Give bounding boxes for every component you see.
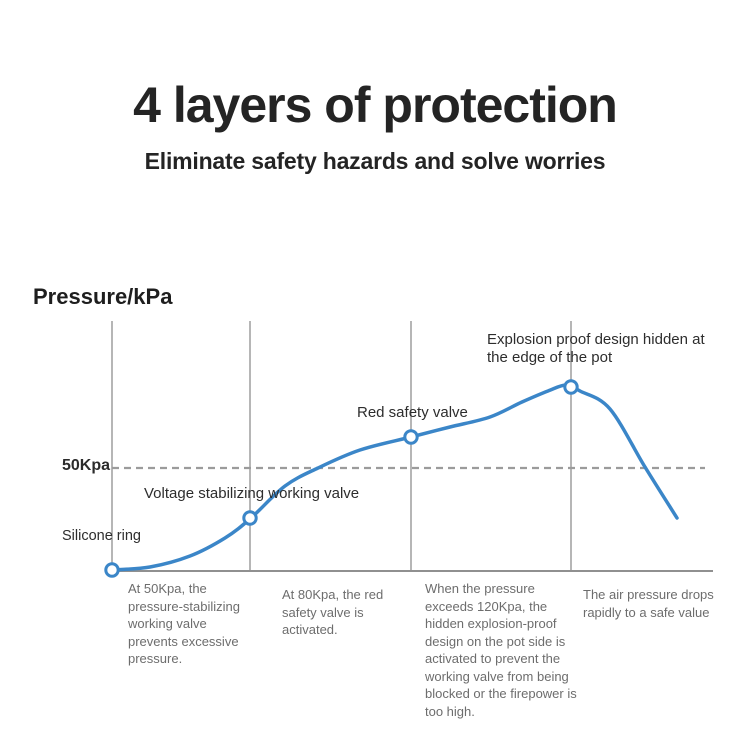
footnote-stage-2: At 80Kpa, the red safety valve is activa… bbox=[282, 587, 384, 637]
point-label-silicone-ring: Silicone ring bbox=[62, 528, 141, 544]
y-axis-title: Pressure/kPa bbox=[33, 284, 173, 309]
curve-marker-icon bbox=[403, 429, 419, 445]
point-label-working-valve: Voltage stabilizing working valve bbox=[144, 485, 360, 502]
curve-marker-icon bbox=[242, 510, 258, 526]
footnote-stage-3: When the pressure exceeds 120Kpa, the hi… bbox=[425, 581, 577, 719]
footnote-stage-4: The air pressure drops rapidly to a safe… bbox=[583, 587, 714, 620]
footnote-stage-1: At 50Kpa, the pressure-stabilizing worki… bbox=[128, 581, 240, 666]
threshold-label-50kpa: 50Kpa bbox=[62, 457, 111, 474]
page-title: 4 layers of protection bbox=[133, 77, 618, 133]
point-label-red-safety-valve: Red safety valve bbox=[357, 404, 468, 421]
page-subtitle: Eliminate safety hazards and solve worri… bbox=[144, 148, 606, 174]
pressure-curve bbox=[110, 383, 679, 572]
curve-marker-icon bbox=[563, 379, 579, 395]
curve-marker-icon bbox=[104, 562, 120, 578]
point-label-explosion-proof: Explosion proof design hidden at the edg… bbox=[487, 331, 705, 366]
